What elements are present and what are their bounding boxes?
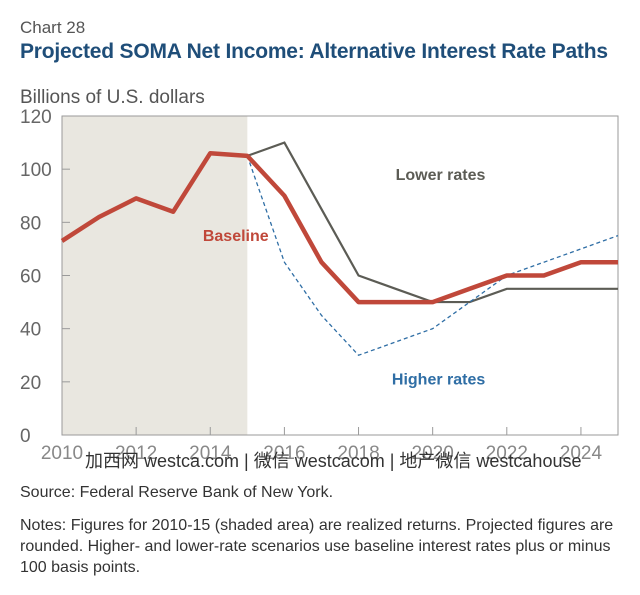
series-label-baseline: Baseline [203,228,269,245]
chart-title: Projected SOMA Net Income: Alternative I… [20,40,608,63]
y-axis-label: Billions of U.S. dollars [20,87,205,108]
x-tick-label: 2020 [412,443,454,464]
y-tick-label: 20 [20,373,41,394]
series-line-baseline [60,150,618,305]
x-tick-label: 2018 [337,443,379,464]
series-line-higher-rates [246,155,619,357]
shaded-realized-area [62,116,248,435]
x-tick-label: 2010 [41,443,83,464]
source-note: Source: Federal Reserve Bank of New York… [20,484,334,501]
x-tick-label: 2012 [115,443,157,464]
x-tick-label: 2024 [560,443,603,464]
x-tick-label: 2022 [486,443,528,464]
series-label-lower-rates: Lower rates [396,167,486,184]
series-label-higher-rates: Higher rates [392,371,485,388]
watermark-text: 加西网 westca.com | 微信 westcacom | 地产微信 wes… [85,451,582,471]
y-tick-label: 0 [20,426,31,447]
notes-text: Notes: Figures for 2010-15 (shaded area)… [20,517,614,576]
y-tick-label: 80 [20,213,41,234]
x-tick-label: 2016 [263,443,305,464]
y-tick-label: 100 [20,160,52,181]
y-tick-label: 40 [20,320,41,341]
x-tick-label: 2014 [189,443,232,464]
y-tick-label: 60 [20,267,41,288]
y-tick-label: 120 [20,107,52,128]
chart-number: Chart 28 [20,18,86,37]
